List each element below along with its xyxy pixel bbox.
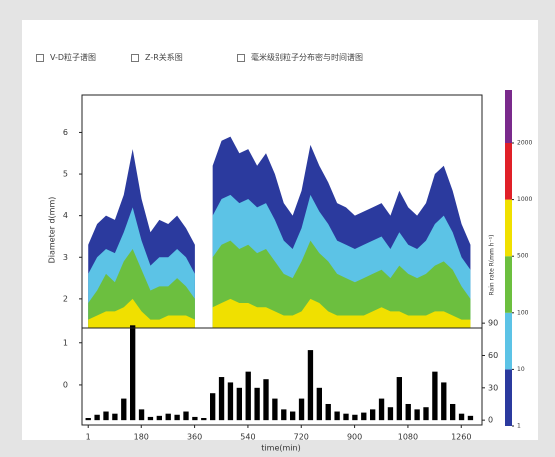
rain-bar xyxy=(281,409,287,421)
colorbar-tick-label: 2000 xyxy=(517,140,532,147)
colorbar-tick-label: 10 xyxy=(517,366,525,373)
y2-tick-label: 60 xyxy=(488,351,498,360)
y3-tick-label: 1 xyxy=(63,338,68,347)
x-tick-label: 900 xyxy=(347,433,362,442)
rain-bar xyxy=(370,409,376,421)
x-tick-label: 1080 xyxy=(398,433,418,442)
rain-bar xyxy=(85,417,91,421)
size-layer xyxy=(88,298,471,328)
colorbar-tick-label: 100 xyxy=(517,309,529,316)
rain-bar xyxy=(290,411,296,421)
box[interactable] xyxy=(237,53,245,62)
rain-bar xyxy=(343,413,349,421)
y3-tick-label: 0 xyxy=(63,380,68,389)
y2-tick-label: 0 xyxy=(488,416,493,425)
rain-bar xyxy=(147,416,154,421)
y2-label: Rain rate R(mm h⁻¹) xyxy=(489,234,496,295)
rain-bar xyxy=(396,377,402,421)
rain-bar xyxy=(130,325,136,421)
rain-bar xyxy=(165,413,171,421)
rain-bar xyxy=(325,403,331,421)
colorbar-segment xyxy=(505,143,512,200)
y2-tick-label: 90 xyxy=(488,319,498,328)
rain-bar xyxy=(361,412,367,421)
rain-bar xyxy=(192,416,198,421)
rain-bar xyxy=(441,382,447,421)
x-tick-label: 540 xyxy=(240,433,255,442)
y2-tick-label: 30 xyxy=(488,383,498,392)
plot-frame xyxy=(81,94,483,426)
colorbar-segment xyxy=(505,369,512,426)
rain-bar xyxy=(112,413,118,421)
checkbox[interactable]: Z-R关系图 xyxy=(131,52,183,63)
rain-bar xyxy=(307,350,314,421)
colorbar-segment xyxy=(505,90,512,143)
rain-bar xyxy=(316,387,322,421)
x-tick-label: 720 xyxy=(294,433,309,442)
x-label: time(min) xyxy=(261,444,300,453)
rain-bar xyxy=(94,414,100,421)
rain-bar xyxy=(378,398,385,421)
rain-bar xyxy=(334,411,340,421)
y-tick-label: 5 xyxy=(63,170,68,179)
rain-bar xyxy=(121,398,127,421)
colorbar-segment xyxy=(505,199,512,257)
rain-bar xyxy=(387,407,394,421)
rain-bar xyxy=(352,414,358,421)
rain-bar xyxy=(423,407,429,421)
rain-bar xyxy=(201,417,207,421)
rain-bar xyxy=(298,398,305,421)
y-label: Diameter d(mm) xyxy=(48,197,57,264)
option-label[interactable]: Z-R关系图 xyxy=(145,53,183,62)
y-tick-label: 4 xyxy=(63,211,68,220)
colorbar-segment xyxy=(505,256,512,313)
rain-bar xyxy=(183,411,189,421)
rain-bar xyxy=(254,387,260,421)
x-tick-label: 1 xyxy=(86,433,91,442)
size-layer xyxy=(88,240,471,328)
rain-bar xyxy=(405,403,411,421)
rain-bar xyxy=(263,379,269,421)
box[interactable] xyxy=(131,53,139,62)
y-tick-label: 2 xyxy=(63,294,68,303)
rain-bar xyxy=(103,411,109,421)
rain-bar xyxy=(272,398,278,421)
y-tick-label: 3 xyxy=(63,253,68,262)
box[interactable] xyxy=(36,53,44,62)
colorbar-tick-label: 500 xyxy=(517,253,529,260)
rain-bar xyxy=(245,371,251,421)
x-tick-label: 1260 xyxy=(451,433,471,442)
rain-bar xyxy=(227,382,234,421)
checkbox[interactable]: 毫米级别粒子分布密与时间谱图 xyxy=(237,52,363,63)
rain-bar xyxy=(174,414,180,421)
rain-bar xyxy=(236,387,242,421)
rain-bar xyxy=(450,403,456,421)
rain-bar xyxy=(210,393,216,421)
colorbar-tick-label: 1000 xyxy=(517,196,532,203)
x-tick-label: 180 xyxy=(134,433,149,442)
rain-bar xyxy=(432,371,438,421)
rain-bar xyxy=(467,415,474,421)
colorbar-segment xyxy=(505,312,512,370)
rain-bar xyxy=(138,409,145,421)
rain-bar xyxy=(458,413,465,421)
checkbox[interactable]: V-D粒子谱图 xyxy=(36,52,96,63)
x-tick-label: 360 xyxy=(187,433,202,442)
y-tick-label: 6 xyxy=(63,128,68,137)
rain-bar xyxy=(156,415,162,421)
rain-bar xyxy=(414,409,420,421)
option-label[interactable]: V-D粒子谱图 xyxy=(50,53,97,62)
rain-bar xyxy=(218,377,225,421)
colorbar-tick-label: 1 xyxy=(517,423,521,430)
option-label[interactable]: 毫米级别粒子分布密与时间谱图 xyxy=(251,53,363,62)
